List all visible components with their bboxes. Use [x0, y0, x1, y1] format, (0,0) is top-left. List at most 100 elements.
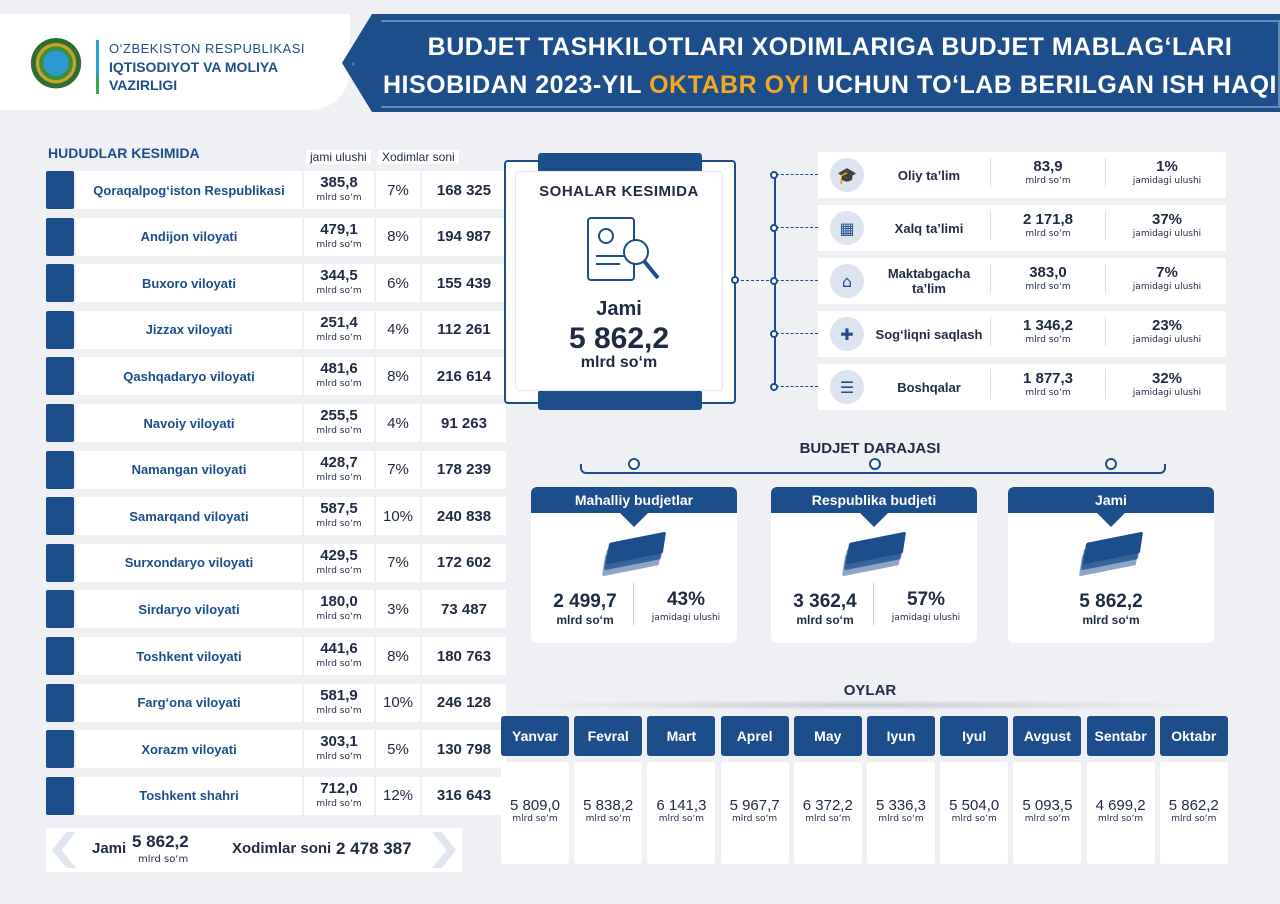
page-title: BUDJET TASHKILOTLARI XODIMLARIGA BUDJET … [380, 28, 1280, 104]
budget-bracket-dot [869, 458, 881, 470]
region-amount-value: 481,6 [320, 360, 358, 378]
month-unit: mlrd so‘m [805, 814, 851, 824]
budget-card: Jami 5 862,2 mlrd so‘m [1008, 487, 1214, 643]
sector-connector-dot [770, 330, 778, 338]
region-amount-value: 344,5 [320, 267, 358, 285]
region-marker [46, 404, 74, 442]
budget-card-title: Mahalliy budjetlar [531, 487, 737, 513]
region-name: Samarqand viloyati [76, 497, 302, 536]
region-amount-value: 581,9 [320, 686, 358, 704]
region-share: 4% [376, 310, 420, 349]
region-marker [46, 590, 74, 629]
region-amount-value: 180,0 [320, 593, 358, 611]
sector-connector-line [776, 174, 818, 175]
month-name: Mart [647, 716, 716, 756]
months-divider [500, 700, 1230, 710]
sector-amount-unit: mlrd so‘m [1025, 176, 1071, 186]
sector-share-unit: jamidagi ulushi [1132, 388, 1202, 398]
month-name: Sentabr [1086, 716, 1155, 756]
budget-level-heading: BUDJET DARAJASI [799, 440, 941, 457]
sector-row: ▦ Xalq ta’limi 2 171,8 mlrd so‘m 37% jamidagi… [776, 205, 1226, 251]
region-row: Buxoro viloyati 344,5 mlrd so‘m 6% 155 439 [46, 264, 506, 303]
month-name: Yanvar [501, 716, 569, 756]
region-amount-value: 429,5 [320, 546, 358, 564]
region-amount-value: 587,5 [320, 500, 358, 518]
region-name: Farg‘ona viloyati [76, 683, 302, 722]
sector-connector-dot [770, 277, 778, 285]
region-row: Toshkent viloyati 441,6 mlrd so‘m 8% 180 763 [46, 637, 506, 675]
region-marker [46, 543, 74, 582]
title-line-2-start: HISOBIDAN 2023-YIL [383, 71, 642, 99]
state-emblem-icon [28, 38, 84, 94]
sector-share-value: 7% [1156, 264, 1178, 281]
region-row: Andijon viloyati 479,1 mlrd so‘m 8% 194 987 [46, 217, 506, 256]
budget-card-amount: 2 499,7 [553, 591, 617, 612]
month-value-box: 5 809,0 mlrd so‘m [501, 762, 569, 864]
region-row: Qoraqalpog‘iston Respublikasi 385,8 mlrd s… [46, 171, 506, 209]
budget-card-pointer [620, 513, 648, 527]
region-staff-count: 155 439 [422, 264, 506, 303]
region-marker [46, 637, 74, 675]
month-value-box: 6 372,2 mlrd so‘m [793, 762, 862, 864]
region-row: Samarqand viloyati 587,5 mlrd so‘m 10% 240 8… [46, 497, 506, 536]
sector-amount-value: 83,9 [1033, 158, 1063, 175]
region-share: 4% [376, 404, 420, 442]
region-marker [46, 450, 74, 489]
title-line-2: HISOBIDAN 2023-YIL OKTABR OYI UCHUN TO‘L… [380, 66, 1280, 104]
sector-row: ⌂ Maktabgacha ta’lim 383,0 mlrd so‘m 7% jamid… [776, 258, 1226, 304]
region-staff-count: 316 643 [422, 776, 506, 815]
budget-card-title: Jami [1008, 487, 1214, 513]
region-name: Qashqadaryo viloyati [76, 357, 302, 396]
region-name: Namangan viloyati [76, 450, 302, 489]
region-amount-unit: mlrd so‘m [316, 565, 362, 576]
budget-card-unit: mlrd so‘m [1082, 613, 1140, 627]
region-share: 10% [376, 683, 420, 722]
region-amount-value: 712,0 [320, 779, 358, 797]
budget-card: Mahalliy budjetlar 2 499,7 mlrd so‘m 43% jam… [531, 487, 737, 643]
budget-card-divider [873, 583, 874, 625]
month-column: Mart 6 141,3 mlrd so‘m [647, 716, 716, 864]
sectors-total-value: 5 862,2 [568, 322, 670, 355]
region-staff-count: 73 487 [422, 590, 506, 629]
month-name: Oktabr [1159, 716, 1228, 756]
month-value-box: 5 967,7 mlrd so‘m [720, 762, 789, 864]
month-column: Oktabr 5 862,2 mlrd so‘m [1159, 716, 1228, 864]
sectors-total-unit: mlrd so‘m [580, 354, 658, 371]
region-name: Buxoro viloyati [76, 264, 302, 303]
staff-total-value: 2 478 387 [336, 839, 412, 858]
sector-amount-value: 383,0 [1029, 264, 1067, 281]
sector-connector-line [776, 333, 818, 334]
graduate-icon: 🎓 [830, 158, 864, 192]
region-staff-count: 172 602 [422, 543, 506, 582]
budget-card-share-unit: jamidagi ulushi [891, 613, 961, 623]
region-share: 10% [376, 497, 420, 536]
region-staff-count: 246 128 [422, 683, 506, 722]
sector-share: 32% jamidagi ulushi [1114, 370, 1220, 399]
region-marker [46, 497, 74, 536]
regions-total-label: Jami [92, 840, 127, 857]
region-row: Qashqadaryo viloyati 481,6 mlrd so‘m 8% 216 … [46, 357, 506, 396]
month-column: Fevral 5 838,2 mlrd so‘m [574, 716, 643, 864]
region-amount-unit: mlrd so‘m [316, 752, 362, 763]
budget-card-amount: 5 862,2 [1079, 591, 1143, 612]
month-value-box: 5 862,2 mlrd so‘m [1159, 762, 1228, 864]
region-marker [46, 357, 74, 396]
region-amount-value: 385,8 [320, 174, 358, 191]
checklist-icon: ☰ [830, 370, 864, 404]
region-name: Jizzax viloyati [76, 310, 302, 349]
region-staff-count: 91 263 [422, 404, 506, 442]
budget-card-pointer [1097, 513, 1125, 527]
sectors-heading: SOHALAR KESIMIDA [539, 183, 699, 200]
staff-total-label: Xodimlar soni [232, 840, 332, 857]
budget-card-share: 57% [906, 589, 946, 610]
month-name: Fevral [574, 716, 643, 756]
budget-card-share: 43% [666, 589, 706, 610]
month-value: 5 093,5 [1022, 797, 1073, 814]
sector-share-value: 32% [1151, 370, 1183, 387]
sector-connector-dot [770, 383, 778, 391]
sector-share: 1% jamidagi ulushi [1114, 158, 1220, 187]
month-unit: mlrd so‘m [512, 814, 558, 824]
region-amount-unit: mlrd so‘m [316, 705, 362, 716]
region-amount: 344,5 mlrd so‘m [304, 264, 374, 303]
region-amount-unit: mlrd so‘m [316, 472, 362, 483]
